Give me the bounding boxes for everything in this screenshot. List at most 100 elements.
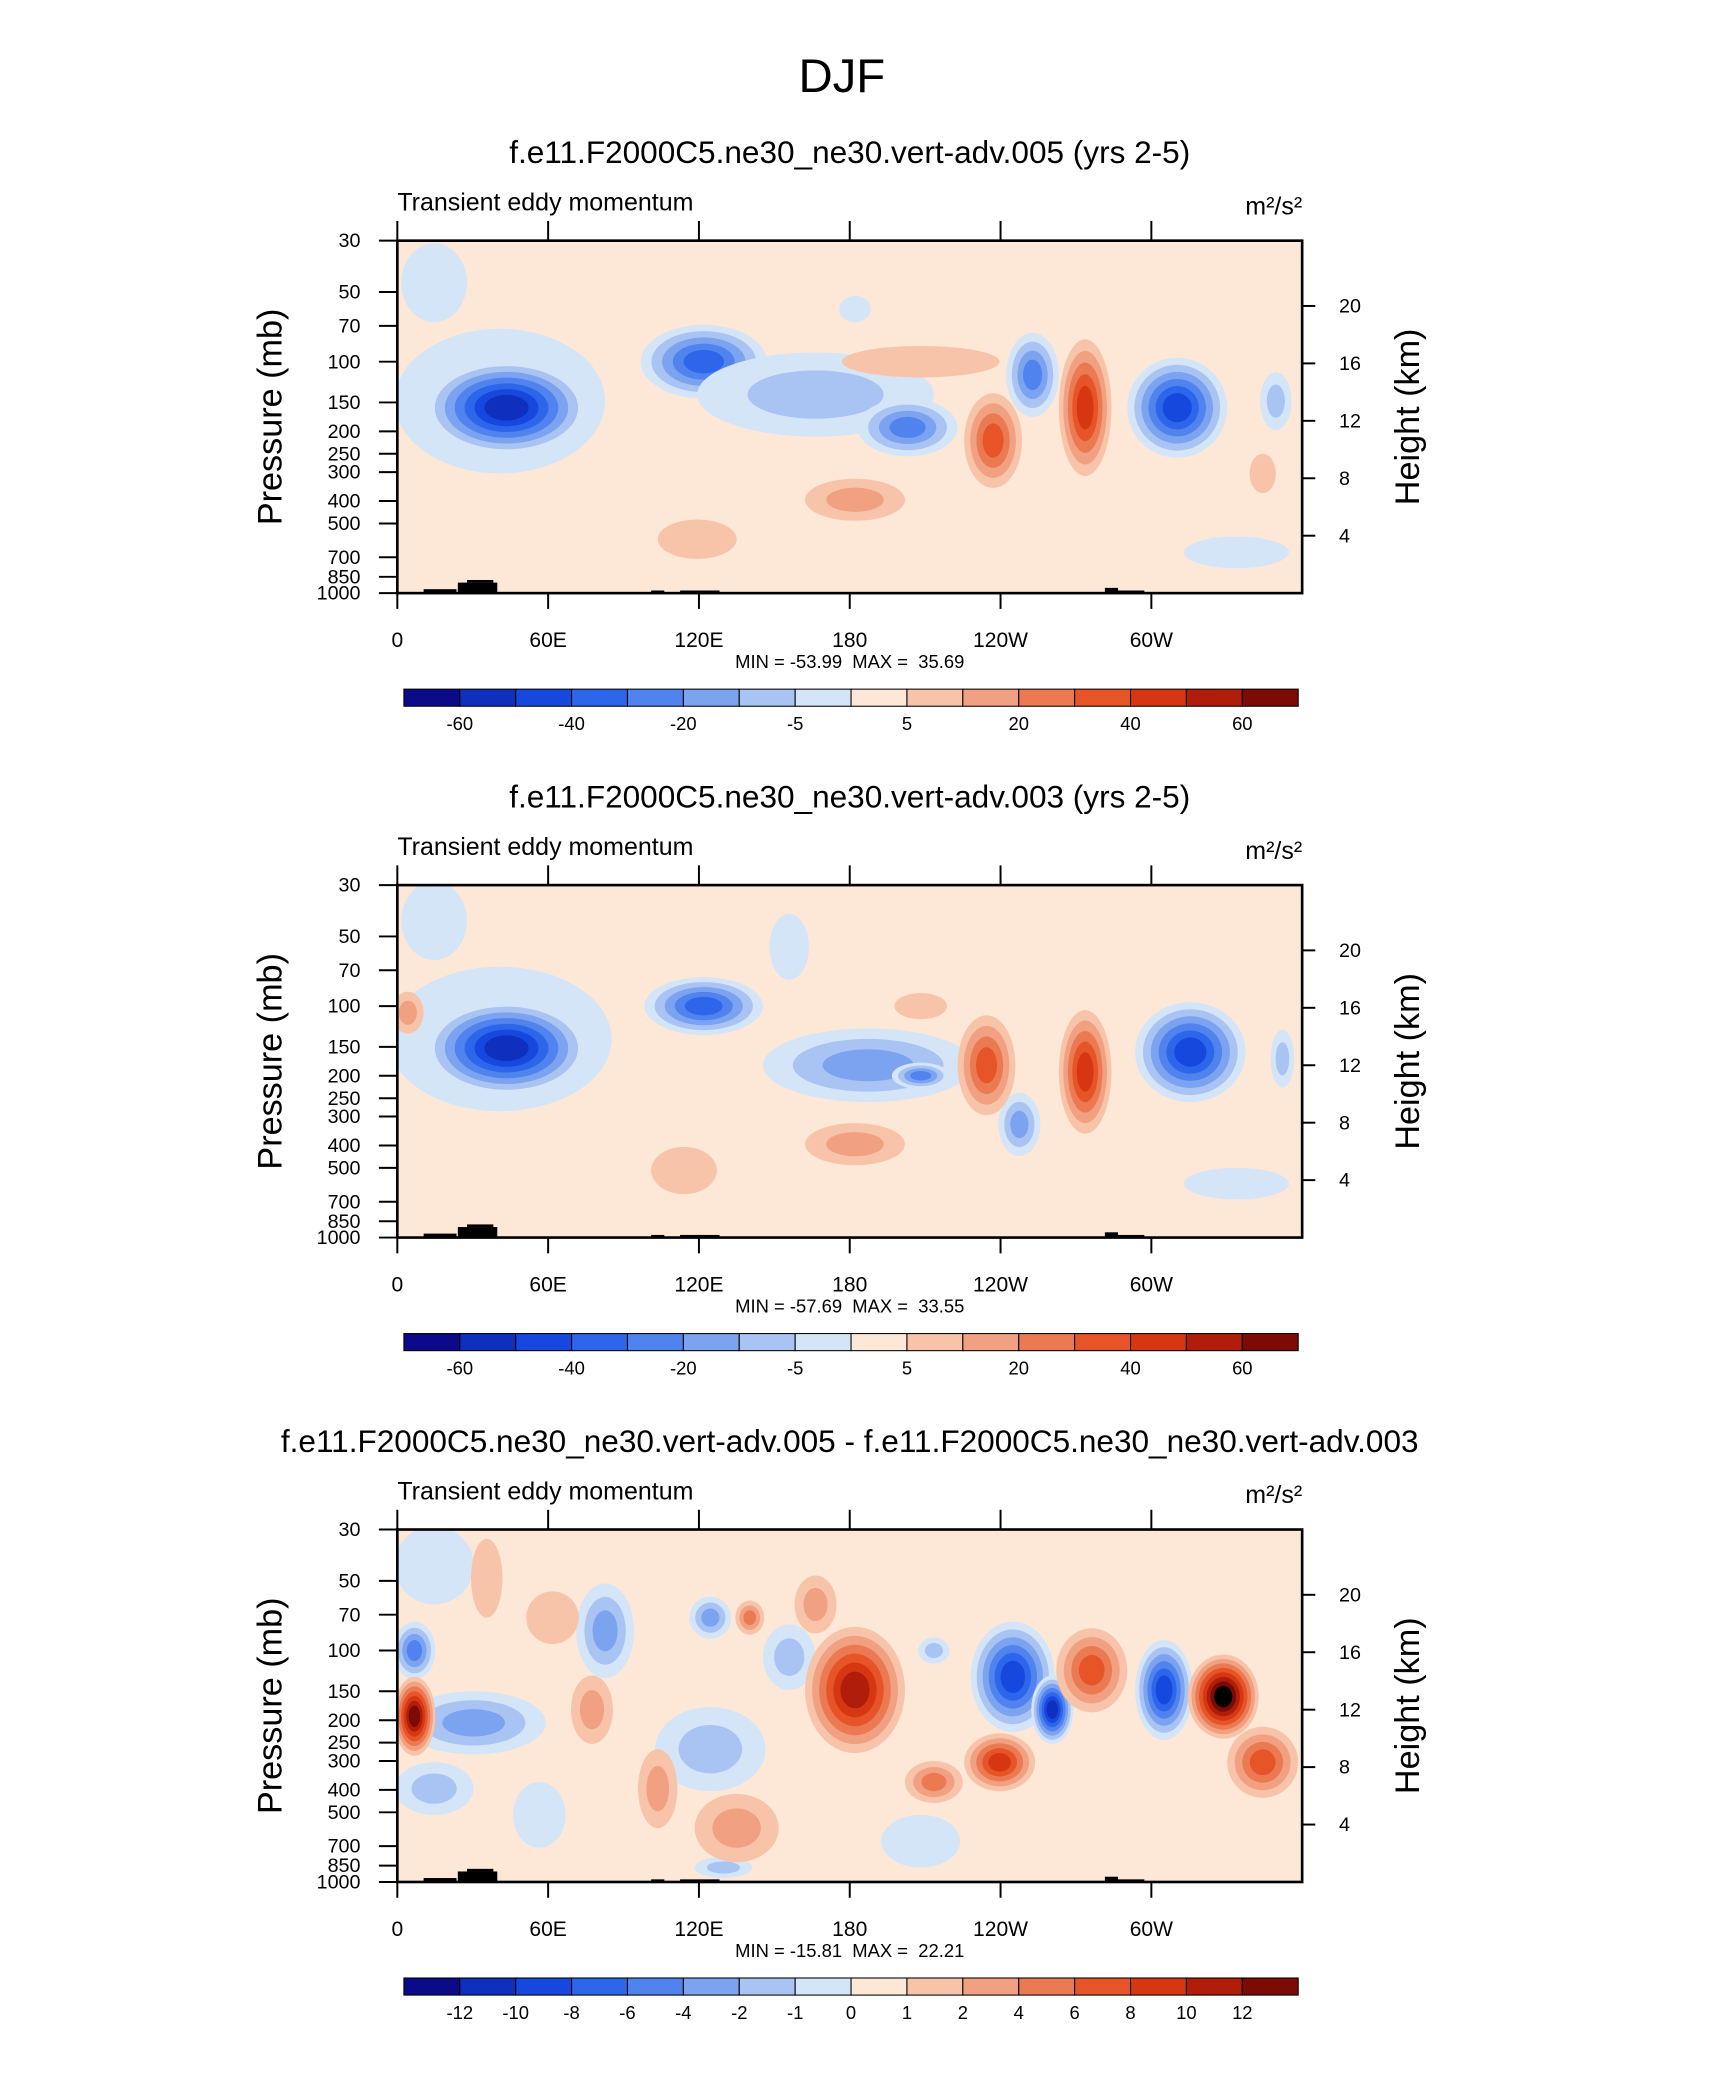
x-tick-label: 180 [832, 1273, 867, 1296]
colorbar-box [906, 1977, 964, 1996]
colorbar-box [626, 1333, 684, 1352]
y2-tick-label: 4 [1339, 525, 1350, 547]
colorbar-box [1074, 1333, 1132, 1352]
colorbar-box [738, 1333, 796, 1352]
contour-fill [1046, 1700, 1058, 1719]
x-tick-label: 0 [391, 629, 403, 652]
x-tick-label: 120W [973, 1273, 1028, 1296]
colorbar-box [682, 1333, 740, 1352]
contour-fill [1249, 453, 1276, 494]
contour-fill [1078, 1654, 1105, 1686]
y2-tick-label: 8 [1339, 1112, 1350, 1134]
colorbar-box [1185, 1977, 1243, 1996]
y2-tick-label: 12 [1339, 410, 1361, 432]
colorbar-box [906, 1333, 964, 1352]
contour-fill [701, 1608, 720, 1627]
colorbar-label: 6 [1070, 2002, 1080, 2023]
x-tick-label: 60E [529, 1918, 566, 1941]
colorbar-box [1018, 1977, 1076, 1996]
y2-tick-label: 20 [1339, 940, 1361, 962]
contour-fill [1275, 1042, 1290, 1076]
contour-fill [470, 1538, 503, 1618]
x-tick-label: 180 [832, 629, 867, 652]
y2-tick-label: 16 [1339, 997, 1361, 1019]
contour-fill [769, 914, 809, 980]
y2-tick-label: 16 [1339, 1642, 1361, 1664]
colorbar-label: 5 [902, 1357, 912, 1378]
figure-title: DJF [798, 50, 885, 103]
contour-fill [841, 345, 1000, 378]
topography [1104, 1232, 1119, 1238]
y-tick-label: 300 [328, 1106, 361, 1128]
y2-tick-label: 4 [1339, 1170, 1350, 1192]
panel-title: f.e11.F2000C5.ne30_ne30.vert-adv.003 (yr… [509, 779, 1190, 815]
contour-fill [1162, 393, 1192, 423]
colorbar-label: 20 [1008, 713, 1028, 734]
contour-fill [894, 992, 948, 1020]
y-tick-label: 500 [328, 513, 361, 535]
colorbar-label: 12 [1232, 2002, 1252, 2023]
x-tick-label: 0 [391, 1918, 403, 1941]
contour-fill [976, 1047, 998, 1084]
colorbar-label: 60 [1232, 713, 1252, 734]
topography [423, 589, 457, 594]
topography [467, 1224, 494, 1228]
contour-fill [826, 1132, 884, 1157]
contour-fill [657, 519, 737, 559]
colorbar-label: 10 [1176, 2002, 1196, 2023]
contour-field [397, 885, 1303, 1238]
colorbar-box [850, 1333, 908, 1352]
contour-fill [678, 1724, 743, 1774]
x-tick-label: 0 [391, 1273, 403, 1296]
y-axis-label: Pressure (mb) [252, 309, 290, 526]
x-tick-label: 120W [973, 629, 1028, 652]
colorbar-box [571, 688, 629, 707]
colorbar-box [682, 688, 740, 707]
y-tick-label: 70 [339, 1604, 361, 1626]
colorbar-box [1129, 1977, 1187, 1996]
y-tick-label: 400 [328, 1135, 361, 1157]
colorbar-box [794, 1977, 852, 1996]
colorbar-box [1185, 1333, 1243, 1352]
topography [651, 590, 665, 594]
x-tick-label: 60E [529, 1273, 566, 1296]
y-tick-label: 300 [328, 1751, 361, 1773]
y-tick-label: 70 [339, 960, 361, 982]
y-tick-label: 850 [328, 566, 361, 588]
colorbar-box [459, 1977, 517, 1996]
colorbar-label: 40 [1120, 1357, 1140, 1378]
colorbar-label: 4 [1014, 2002, 1024, 2023]
y-tick-label: 250 [328, 443, 361, 465]
topography [423, 1233, 457, 1238]
y-tick-label: 50 [339, 1570, 361, 1592]
x-tick-label: 180 [832, 1918, 867, 1941]
contour-fill [803, 1587, 828, 1622]
y-tick-label: 850 [328, 1211, 361, 1233]
y-tick-label: 700 [328, 547, 361, 569]
y-axis-label: Pressure (mb) [252, 953, 290, 1170]
colorbar-box [962, 1333, 1020, 1352]
y-tick-label: 100 [328, 1640, 361, 1662]
colorbar-label: 1 [902, 2002, 912, 2023]
contour-fill [1023, 359, 1043, 391]
contour-fill [774, 1638, 805, 1677]
colorbar-label: 8 [1125, 2002, 1135, 2023]
x-tick-label: 120E [674, 1273, 723, 1296]
y2-tick-label: 20 [1339, 1584, 1361, 1606]
topography [457, 1227, 498, 1238]
colorbar-box [403, 688, 461, 707]
y-tick-label: 250 [328, 1732, 361, 1754]
colorbar-label: -4 [675, 2002, 691, 2023]
colorbar-label: -6 [619, 2002, 635, 2023]
colorbar-box [403, 1977, 461, 1996]
colorbar-label: -20 [670, 713, 697, 734]
topography [457, 1871, 498, 1882]
contour-fill [1174, 1037, 1207, 1067]
contour-fill [747, 370, 884, 419]
colorbar-label: -40 [558, 713, 585, 734]
colorbar-box [682, 1977, 740, 1996]
colorbar-box [571, 1977, 629, 1996]
contour-fill [743, 1610, 757, 1626]
y-tick-label: 50 [339, 926, 361, 948]
y-tick-label: 1000 [317, 583, 361, 605]
